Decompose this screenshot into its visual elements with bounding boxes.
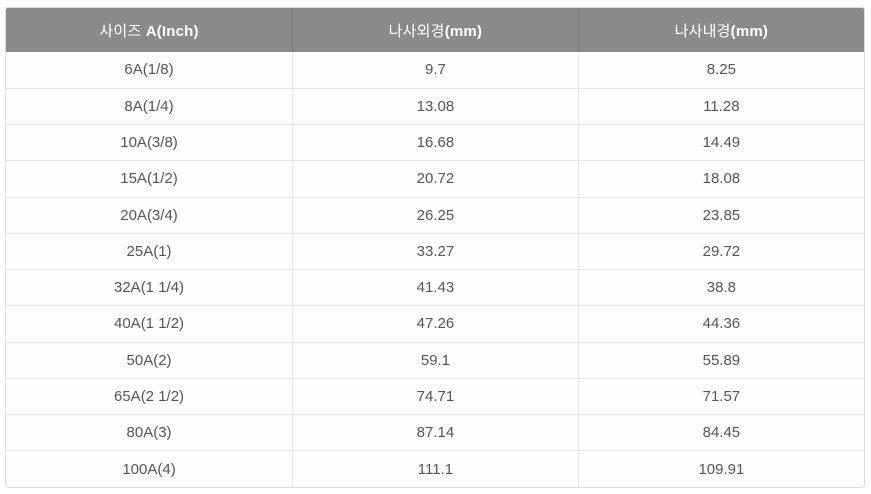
inner-diameter-cell: 38.8: [577, 268, 864, 306]
size-cell: 65A(2 1/2): [6, 377, 293, 415]
outer-diameter-cell: 87.14: [292, 413, 579, 451]
table-row: 100A(4) 111.1 109.91: [6, 450, 864, 487]
size-cell: 15A(1/2): [6, 160, 293, 197]
size-cell: 40A(1 1/2): [6, 305, 293, 342]
table-row: 50A(2) 59.1 55.89: [6, 341, 864, 379]
outer-diameter-cell: 47.26: [292, 305, 579, 342]
table-row: 65A(2 1/2) 74.71 71.57: [6, 377, 864, 415]
size-cell: 20A(3/4): [6, 196, 293, 234]
outer-diameter-cell: 9.7: [292, 52, 579, 89]
inner-diameter-cell: 11.28: [577, 87, 864, 125]
inner-diameter-cell: 14.49: [577, 123, 864, 161]
column-header-outer-unit: (mm): [444, 22, 483, 40]
inner-diameter-cell: 55.89: [577, 341, 864, 379]
column-header-size-text: 사이즈: [99, 22, 146, 40]
size-cell: 8A(1/4): [6, 87, 293, 125]
size-cell: 10A(3/8): [6, 123, 293, 161]
outer-diameter-cell: 74.71: [292, 377, 579, 415]
inner-diameter-cell: 29.72: [577, 232, 864, 270]
outer-diameter-cell: 26.25: [292, 196, 579, 234]
outer-diameter-cell: 16.68: [292, 123, 579, 161]
inner-diameter-cell: 18.08: [577, 160, 864, 197]
column-header-inner-unit: (mm): [730, 22, 769, 40]
size-cell: 50A(2): [6, 341, 293, 379]
outer-diameter-cell: 33.27: [292, 232, 579, 270]
table-row: 6A(1/8) 9.7 8.25: [6, 52, 864, 89]
inner-diameter-cell: 109.91: [577, 450, 864, 487]
inner-diameter-cell: 71.57: [577, 377, 864, 415]
table-row: 10A(3/8) 16.68 14.49: [6, 123, 864, 161]
table-row: 25A(1) 33.27 29.72: [6, 232, 864, 270]
size-cell: 6A(1/8): [6, 52, 293, 89]
table-row: 20A(3/4) 26.25 23.85: [6, 196, 864, 234]
size-cell: 80A(3): [6, 413, 293, 451]
size-cell: 25A(1): [6, 232, 293, 270]
size-cell: 32A(1 1/4): [6, 268, 293, 306]
outer-diameter-cell: 41.43: [292, 268, 579, 306]
table-body: 6A(1/8) 9.7 8.25 8A(1/4) 13.08 11.28 10A…: [6, 52, 864, 487]
outer-diameter-cell: 20.72: [292, 160, 579, 197]
size-cell: 100A(4): [6, 450, 293, 487]
table-row: 8A(1/4) 13.08 11.28: [6, 87, 864, 125]
column-header-inner-text: 나사내경: [674, 22, 731, 40]
column-header-outer-diameter: 나사외경(mm): [292, 8, 579, 52]
inner-diameter-cell: 44.36: [577, 305, 864, 342]
thread-spec-table-container: 사이즈 A(Inch) 나사외경(mm) 나사내경(mm) 6A(1/8) 9.…: [5, 7, 865, 488]
table-row: 40A(1 1/2) 47.26 44.36: [6, 305, 864, 342]
table-row: 80A(3) 87.14 84.45: [6, 413, 864, 451]
table-row: 15A(1/2) 20.72 18.08: [6, 160, 864, 197]
outer-diameter-cell: 59.1: [292, 341, 579, 379]
outer-diameter-cell: 111.1: [292, 450, 579, 487]
column-header-size: 사이즈 A(Inch): [6, 8, 293, 52]
inner-diameter-cell: 8.25: [577, 52, 864, 89]
table-row: 32A(1 1/4) 41.43 38.8: [6, 268, 864, 306]
thread-spec-table: 사이즈 A(Inch) 나사외경(mm) 나사내경(mm) 6A(1/8) 9.…: [6, 8, 864, 487]
inner-diameter-cell: 84.45: [577, 413, 864, 451]
column-header-size-unit: A(Inch): [145, 22, 199, 40]
table-header: 사이즈 A(Inch) 나사외경(mm) 나사내경(mm): [6, 8, 864, 52]
inner-diameter-cell: 23.85: [577, 196, 864, 234]
column-header-inner-diameter: 나사내경(mm): [577, 8, 864, 52]
outer-diameter-cell: 13.08: [292, 87, 579, 125]
column-header-outer-text: 나사외경: [388, 22, 445, 40]
header-row: 사이즈 A(Inch) 나사외경(mm) 나사내경(mm): [6, 8, 864, 52]
